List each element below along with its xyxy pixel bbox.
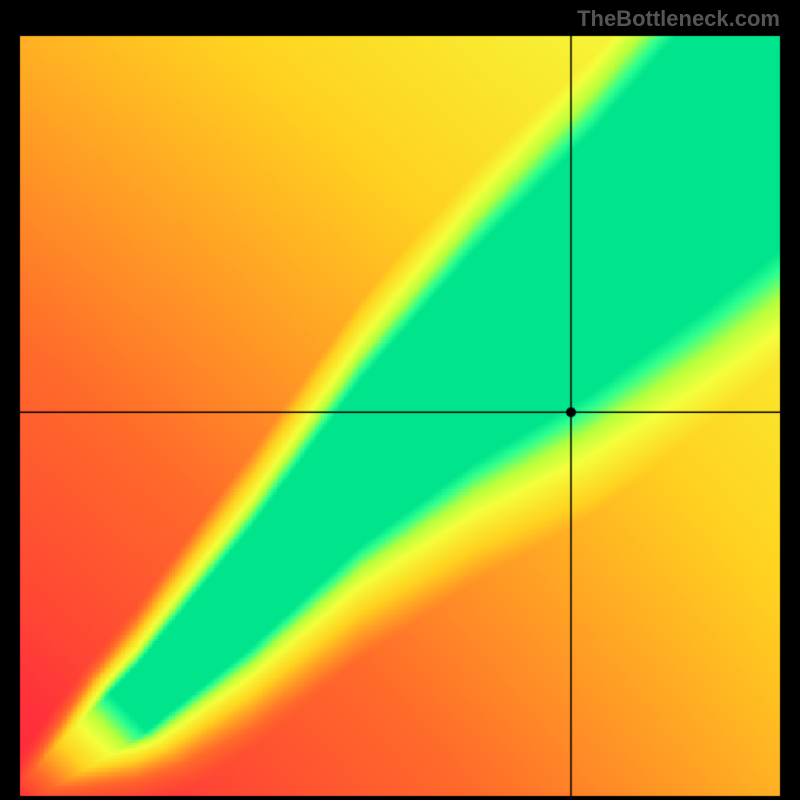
chart-container: TheBottleneck.com [0,0,800,800]
heatmap-canvas [0,0,800,800]
watermark-text: TheBottleneck.com [577,6,780,32]
